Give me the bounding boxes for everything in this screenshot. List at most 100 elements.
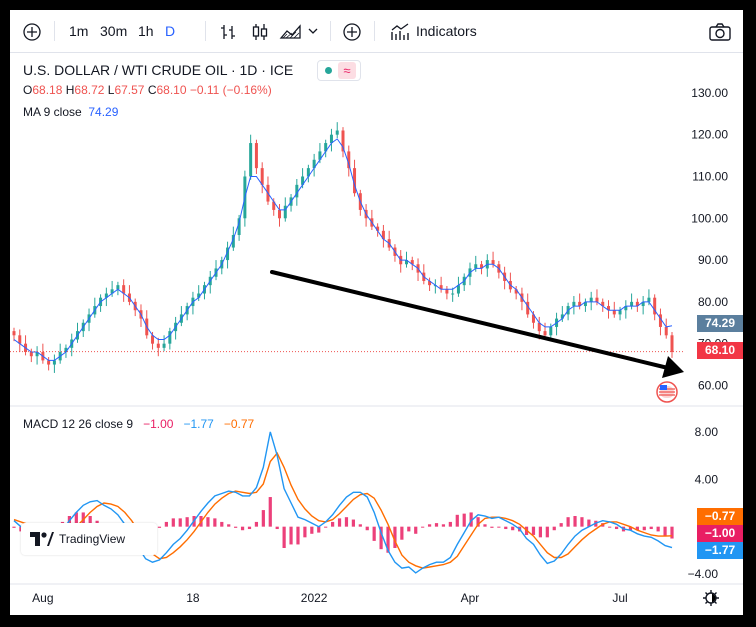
- macd-histogram-bar: [178, 518, 182, 527]
- macd-histogram-bar: [649, 526, 653, 530]
- macd-histogram-bar: [434, 523, 439, 527]
- compare-add-icon[interactable]: [342, 22, 362, 42]
- macd-histogram-bar: [213, 518, 217, 527]
- signal-badge: −0.77: [697, 508, 743, 525]
- candle: [589, 297, 593, 302]
- macd-histogram-bar: [282, 526, 286, 548]
- macd-histogram-bar: [164, 521, 168, 527]
- macd-histogram-bar: [88, 516, 92, 527]
- last-price-badge: 68.10: [697, 342, 743, 359]
- tradingview-watermark[interactable]: TradingView: [21, 523, 157, 555]
- ma-legend[interactable]: MA 9 close 74.29: [23, 105, 119, 119]
- time-axis-label: Jul: [612, 591, 627, 605]
- candle: [237, 218, 241, 235]
- macd-histogram-bar: [379, 526, 383, 550]
- macd-histogram-bar: [608, 526, 612, 528]
- macd-histogram-bar: [642, 526, 646, 531]
- candle: [197, 293, 201, 298]
- camera-icon[interactable]: [708, 22, 732, 42]
- macd-histogram-bar: [157, 526, 162, 528]
- candle: [653, 297, 657, 315]
- bar-chart-icon[interactable]: [218, 22, 238, 42]
- candle: [624, 306, 628, 311]
- macd-histogram-bar: [531, 526, 536, 535]
- macd-signal-line: [13, 451, 673, 569]
- macd-histogram-bar: [296, 526, 300, 545]
- interval-30m[interactable]: 30m: [100, 23, 128, 39]
- indicators-icon[interactable]: [390, 22, 412, 42]
- candle: [641, 301, 645, 307]
- macd-histogram-bar: [448, 521, 452, 527]
- candle: [283, 205, 287, 219]
- ma-line: [13, 138, 673, 361]
- candle: [104, 293, 108, 298]
- interval-d[interactable]: D: [165, 23, 176, 39]
- price-axis-label: 80.00: [698, 295, 728, 309]
- candle: [612, 310, 616, 315]
- candle: [514, 289, 518, 294]
- chevron-down-icon[interactable]: [308, 26, 318, 36]
- macd-histogram-bar: [566, 517, 570, 527]
- macd-histogram-bar: [483, 524, 487, 527]
- macd-histogram-bar: [497, 526, 501, 528]
- candle: [324, 143, 328, 152]
- macd-histogram-bar: [580, 517, 584, 527]
- price-axis-label: 120.00: [691, 128, 728, 142]
- candle: [664, 326, 668, 336]
- price-axis-label: 110.00: [692, 169, 728, 183]
- price-axis-label: 100.00: [691, 211, 728, 225]
- indicators-button[interactable]: Indicators: [416, 23, 477, 39]
- trend-arrow-head: [662, 356, 684, 378]
- candle: [226, 247, 230, 261]
- add-symbol-icon[interactable]: [22, 22, 42, 42]
- candles-icon[interactable]: [250, 22, 270, 42]
- macd-legend[interactable]: MACD 12 26 close 9 −1.00 −1.77 −0.77: [23, 417, 255, 431]
- macd-line: [13, 431, 673, 574]
- histogram-badge: −1.00: [697, 525, 743, 542]
- candle: [306, 168, 310, 177]
- macd-histogram-bar: [393, 526, 397, 548]
- ohlc-values: O68.18 H68.72 L67.57 C68.10 −0.11 (−0.16…: [23, 83, 272, 97]
- area-chart-icon[interactable]: [279, 22, 303, 42]
- macd-histogram-bar: [573, 516, 577, 527]
- candle: [428, 280, 432, 286]
- candle: [670, 335, 674, 353]
- candle: [278, 209, 282, 219]
- delayed-data-icon: ≈: [338, 62, 356, 79]
- macd-histogram-bar: [504, 526, 508, 530]
- macd-histogram-bar: [545, 526, 549, 538]
- macd-histogram-bar: [206, 517, 210, 527]
- candle: [572, 301, 576, 307]
- candle: [404, 260, 408, 265]
- interval-1m[interactable]: 1m: [69, 23, 89, 39]
- macd-histogram-bar: [344, 517, 349, 527]
- macd-histogram-bar: [261, 510, 265, 527]
- macd-histogram-bar: [268, 497, 272, 527]
- market-status-icon: [325, 67, 332, 74]
- candle: [168, 331, 172, 344]
- chart-canvas[interactable]: 60.0070.0080.0090.00100.00110.00120.0013…: [10, 10, 743, 615]
- candle: [249, 143, 253, 177]
- candle: [12, 331, 16, 336]
- chart-panel: 1m 30m 1h D Indicators U.S. DOLLAR / WTI…: [10, 10, 743, 615]
- macd-histogram-bar: [455, 514, 459, 527]
- macd-histogram-bar: [74, 512, 78, 527]
- candle: [537, 322, 541, 332]
- candle: [526, 301, 530, 315]
- settings-gear-icon[interactable]: [703, 590, 719, 606]
- candle: [531, 314, 535, 323]
- macd-histogram-bar: [289, 526, 293, 545]
- tradingview-logo-icon: [30, 532, 54, 546]
- candle: [607, 306, 611, 311]
- macd-histogram-bar: [220, 521, 224, 527]
- status-badge[interactable]: ≈: [317, 60, 361, 81]
- macd-histogram-bar: [365, 526, 369, 531]
- time-axis-label: Apr: [461, 591, 480, 605]
- macd-histogram-bar: [372, 526, 376, 541]
- interval-1h[interactable]: 1h: [138, 23, 154, 39]
- macd-badge: −1.77: [697, 542, 743, 559]
- candle: [595, 297, 599, 302]
- candle: [335, 130, 339, 135]
- macd-histogram-bar: [427, 524, 432, 527]
- candle: [312, 159, 316, 169]
